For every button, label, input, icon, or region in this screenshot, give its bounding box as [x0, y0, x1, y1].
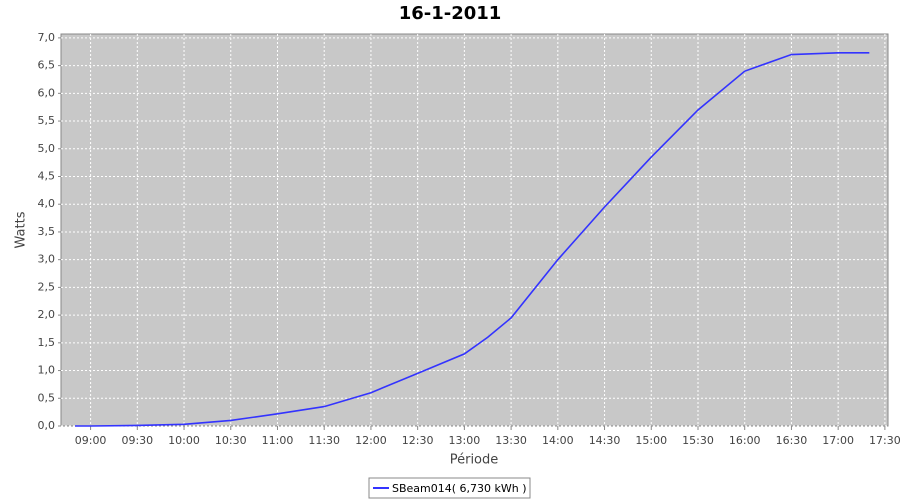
x-tick-label: 13:00 [449, 434, 481, 447]
legend-label: SBeam014( 6,730 kWh ) [392, 482, 527, 495]
x-tick-label: 11:30 [308, 434, 340, 447]
y-tick-label: 4,5 [38, 169, 56, 182]
x-tick-label: 14:30 [589, 434, 621, 447]
y-tick-label: 5,5 [38, 114, 56, 127]
plot-area [60, 33, 889, 427]
x-axis-label: Période [450, 453, 499, 468]
x-tick-label: 09:30 [121, 434, 153, 447]
x-tick-label: 10:00 [168, 434, 200, 447]
y-tick-label: 1,5 [38, 336, 56, 349]
y-tick-label: 3,5 [38, 225, 56, 238]
y-tick-label: 6,0 [38, 86, 56, 99]
y-tick-label: 2,5 [38, 280, 56, 293]
y-tick-label: 5,0 [38, 142, 56, 155]
x-tick-label: 12:30 [402, 434, 434, 447]
x-tick-label: 17:00 [822, 434, 854, 447]
chart-title: 16-1-2011 [399, 3, 502, 24]
y-tick-label: 7,0 [38, 31, 56, 44]
legend: SBeam014( 6,730 kWh ) [368, 477, 531, 499]
x-tick-label: 11:00 [262, 434, 294, 447]
x-tick-label: 14:00 [542, 434, 574, 447]
x-tick-label: 16:30 [776, 434, 808, 447]
y-tick-label: 6,5 [38, 59, 56, 72]
y-tick-label: 4,0 [38, 197, 56, 210]
y-tick-label: 1,0 [38, 364, 56, 377]
line-series [75, 52, 870, 427]
y-tick-label: 3,0 [38, 253, 56, 266]
x-tick-label: 09:00 [75, 434, 107, 447]
x-tick-label: 15:00 [635, 434, 667, 447]
y-tick-label: 2,0 [38, 308, 56, 321]
y-axis-label: Watts [14, 211, 29, 248]
x-tick-label: 16:00 [729, 434, 761, 447]
x-tick-label: 13:30 [495, 434, 527, 447]
legend-box [368, 477, 531, 499]
y-tick-label: 0,0 [38, 419, 56, 432]
x-tick-label: 15:30 [682, 434, 714, 447]
x-tick-label: 17:30 [869, 434, 900, 447]
x-tick-label: 10:30 [215, 434, 247, 447]
y-tick-label: 0,5 [38, 391, 56, 404]
x-tick-label: 12:00 [355, 434, 387, 447]
